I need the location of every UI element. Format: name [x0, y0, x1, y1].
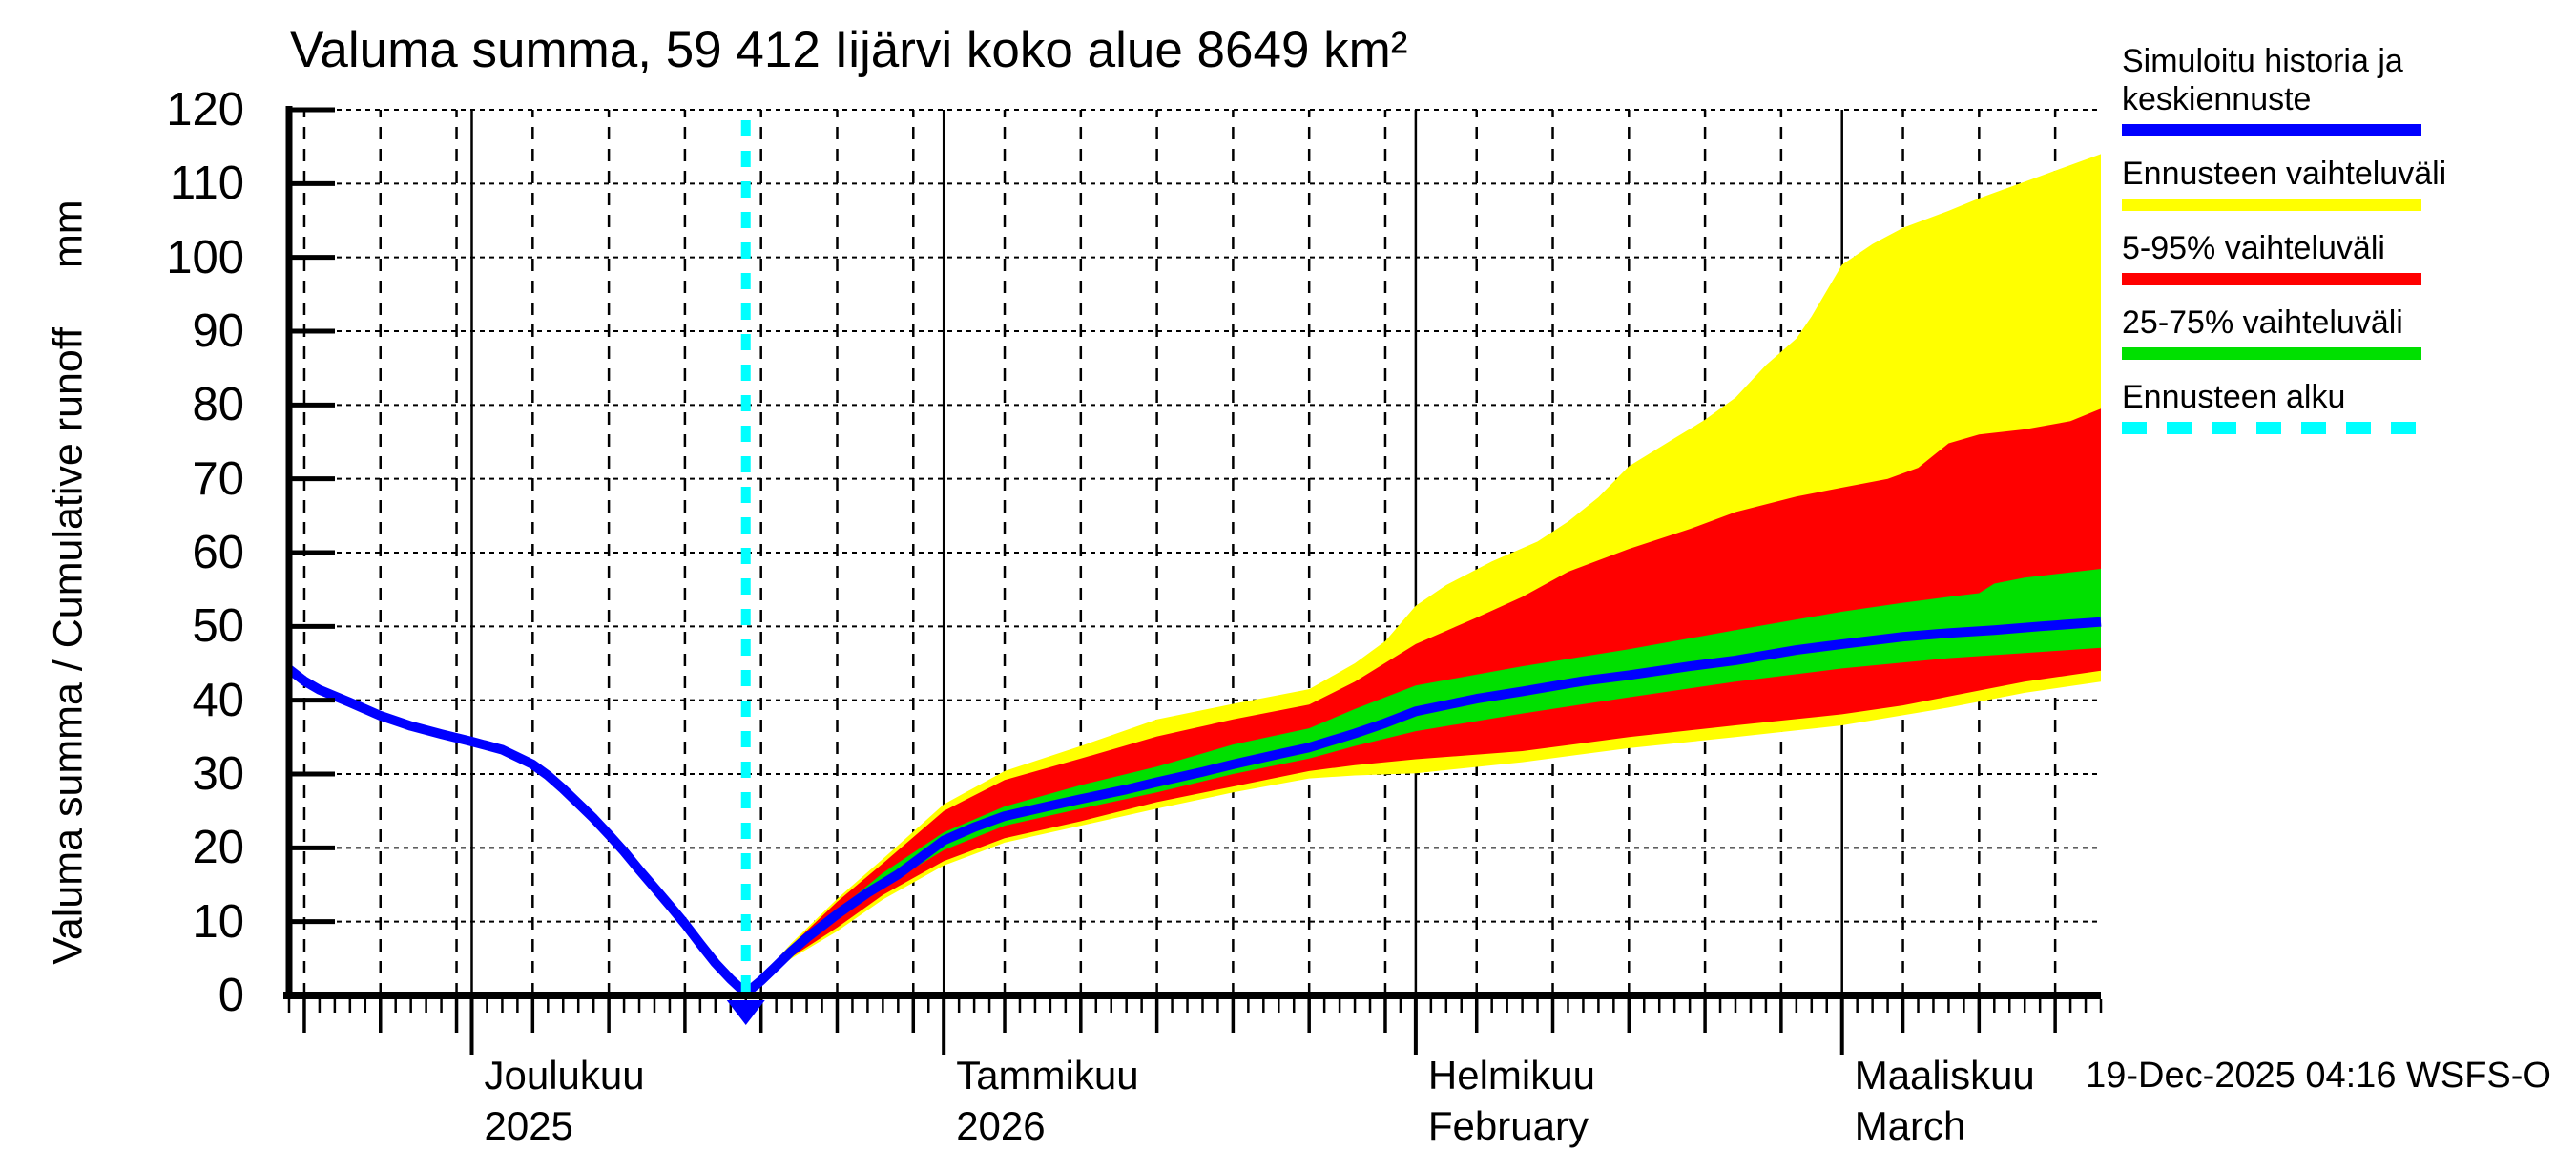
band-25-75: [745, 569, 2102, 994]
history-line: [285, 665, 750, 997]
x-month-sub: February: [1427, 1103, 1589, 1148]
y-tick-label: 40: [192, 674, 244, 726]
x-month-label: Tammikuu 2026: [956, 1050, 1138, 1151]
legend-label-history-median: Simuloitu historia ja keskiennuste: [2122, 43, 2403, 117]
x-month-name: Helmikuu: [1427, 1053, 1595, 1098]
x-month-name: Joulukuu: [484, 1053, 645, 1098]
legend-swatch-range-25-75: [2122, 347, 2421, 360]
legend-swatch-range-5-95: [2122, 273, 2421, 285]
y-tick-label: 50: [192, 600, 244, 653]
y-tick-label: 90: [192, 305, 244, 357]
x-month-label: Joulukuu 2025: [484, 1050, 644, 1151]
x-month-label: Helmikuu February: [1428, 1050, 1595, 1151]
x-month-label: Maaliskuu March: [1855, 1050, 2035, 1151]
legend: Simuloitu historia ja keskiennuste Ennus…: [2122, 42, 2570, 452]
y-tick-label: 80: [192, 379, 244, 431]
y-axis-unit: mm: [45, 199, 92, 269]
y-tick-label: 110: [169, 157, 244, 210]
y-tick-label: 70: [192, 452, 244, 505]
x-month-name: Maaliskuu: [1854, 1053, 2035, 1098]
legend-label-forecast-start: Ennusteen alku: [2122, 379, 2346, 415]
y-tick-label: 60: [192, 527, 244, 578]
legend-label-forecast-range: Ennusteen vaihteluväli: [2122, 156, 2447, 192]
x-month-sub: March: [1854, 1103, 1966, 1148]
y-axis-label: Valuma summa / Cumulative runoff mm: [46, 199, 93, 964]
y-tick-label: 0: [218, 970, 244, 1021]
y-axis-label-text: Valuma summa / Cumulative runoff: [45, 327, 92, 965]
x-month-name: Tammikuu: [956, 1053, 1139, 1098]
y-tick-label: 20: [192, 822, 244, 874]
legend-label-range-5-95: 5-95% vaihteluväli: [2122, 230, 2385, 266]
y-tick-label: 120: [166, 84, 244, 136]
forecast-start-marker: [726, 1000, 765, 1025]
x-month-sub: 2026: [956, 1103, 1046, 1148]
median-forecast-line: [742, 617, 2102, 997]
legend-swatch-forecast-start: [2122, 422, 2421, 434]
legend-swatch-history-median: [2122, 124, 2421, 136]
axis-ticks: [287, 107, 2103, 1055]
timestamp: 19-Dec-2025 04:16 WSFS-O: [2086, 1056, 2551, 1096]
y-tick-label: 30: [192, 748, 244, 800]
y-tick-label: 100: [166, 231, 244, 283]
y-tick-label: 10: [192, 895, 244, 948]
chart-title: Valuma summa, 59 412 Iijärvi koko alue 8…: [290, 22, 1408, 78]
legend-label-range-25-75: 25-75% vaihteluväli: [2122, 304, 2403, 341]
legend-swatch-forecast-range: [2122, 199, 2421, 211]
x-month-sub: 2025: [484, 1103, 573, 1148]
